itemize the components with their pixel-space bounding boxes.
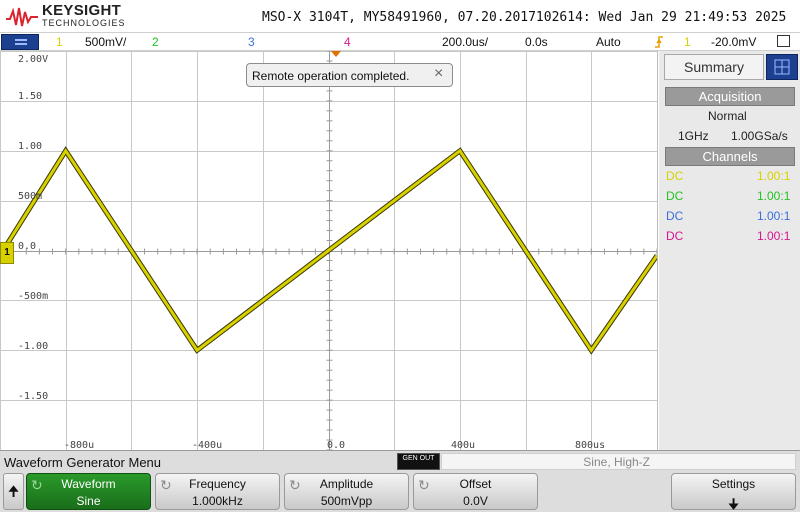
- trigger-level[interactable]: -20.0mV: [711, 35, 757, 49]
- channel-4-probe: 1.00:1: [757, 229, 791, 243]
- channel-3-number[interactable]: 3: [248, 35, 255, 49]
- down-arrow-icon: 🠋: [727, 496, 740, 512]
- rotate-knob-icon: ↻: [160, 477, 172, 493]
- device-info: MSO-X 3104T, MY58491960, 07.20.201710261…: [262, 10, 787, 25]
- channel-1-scale[interactable]: 500mV/: [85, 35, 127, 49]
- trigger-source[interactable]: 1: [684, 35, 691, 49]
- tab-summary[interactable]: Summary: [664, 54, 764, 80]
- title-bar: KEYSIGHT TECHNOLOGIES MSO-X 3104T, MY584…: [0, 0, 800, 32]
- x-tick-label: -800u: [64, 440, 95, 451]
- softkey-title: Waveform: [61, 477, 116, 491]
- softkey-value: 0.0V: [463, 494, 488, 508]
- channel-2-probe: 1.00:1: [757, 189, 791, 203]
- channel-3-probe: 1.00:1: [757, 209, 791, 223]
- rotate-knob-icon: ↻: [418, 477, 430, 493]
- y-tick-label: 0.0: [18, 241, 37, 252]
- rotate-knob-icon: ↻: [31, 477, 43, 493]
- y-tick-label: -1.00: [18, 341, 49, 352]
- window-toggle-icon[interactable]: [777, 35, 790, 47]
- x-tick-label: 400u: [451, 440, 476, 451]
- waveform-display[interactable]: [0, 50, 660, 451]
- horizontal-delay[interactable]: 0.0s: [525, 35, 548, 49]
- waveform-softkey[interactable]: ↻ Waveform Sine: [26, 473, 151, 510]
- y-tick-label: -1.50: [18, 391, 49, 402]
- x-tick-label: 800us: [575, 440, 606, 451]
- tab-other-icon[interactable]: [766, 54, 798, 80]
- settings-softkey[interactable]: Settings 🠋: [671, 473, 796, 512]
- channel-bar: 1 500mV/ 2 3 4 200.0us/ 0.0s Auto 1 -20.…: [0, 32, 800, 51]
- channel-1-coupling: DC: [666, 169, 684, 183]
- y-tick-label: 500m: [18, 191, 43, 202]
- main-menu-icon[interactable]: [1, 34, 39, 50]
- acquisition-header: Acquisition: [665, 87, 795, 106]
- channel-4-number[interactable]: 4: [344, 35, 351, 49]
- softkey-value: Sine: [76, 494, 101, 508]
- y-tick-label: 1.50: [18, 91, 43, 102]
- x-tick-label: -400u: [192, 440, 223, 451]
- keysight-logo-icon: [6, 7, 38, 27]
- gen-out-indicator: GEN OUT: [397, 453, 440, 470]
- brand-subtitle: TECHNOLOGIES: [42, 18, 126, 28]
- y-tick-label: -500m: [18, 291, 49, 302]
- trigger-edge-icon: [655, 36, 663, 48]
- softkey-value: 1.000kHz: [192, 494, 243, 508]
- frequency-softkey[interactable]: ↻ Frequency 1.000kHz: [155, 473, 280, 510]
- channel-3-coupling: DC: [666, 209, 684, 223]
- softkey-title: Frequency: [189, 477, 246, 491]
- rotate-knob-icon: ↻: [289, 477, 301, 493]
- channel-1-probe: 1.00:1: [757, 169, 791, 183]
- softkey-title: Amplitude: [319, 477, 374, 491]
- softkey-title: Offset: [459, 477, 492, 491]
- close-icon[interactable]: ×: [434, 65, 444, 82]
- menu-up-button[interactable]: 🠉: [3, 473, 24, 510]
- bandwidth: 1GHz: [678, 129, 709, 143]
- x-tick-label: 0.0: [327, 440, 346, 451]
- brand-name: KEYSIGHT: [42, 2, 122, 19]
- channel-1-number[interactable]: 1: [56, 35, 63, 49]
- channels-header: Channels: [665, 147, 795, 166]
- channel-1-ground-marker[interactable]: 1: [0, 242, 14, 264]
- trigger-mode[interactable]: Auto: [596, 35, 621, 49]
- generator-status: Sine, High-Z: [441, 453, 796, 470]
- menu-title: Waveform Generator Menu: [4, 455, 162, 470]
- channel-4-coupling: DC: [666, 229, 684, 243]
- notification-message: Remote operation completed.: [252, 69, 410, 83]
- waveform-graticule: [0, 50, 660, 451]
- grid-icon: [774, 59, 790, 75]
- notification-toast: Remote operation completed. ×: [246, 63, 453, 87]
- y-tick-label: 2.00V: [18, 54, 49, 65]
- acquisition-mode: Normal: [708, 109, 747, 123]
- up-arrow-icon: 🠉: [7, 483, 20, 499]
- channel-2-number[interactable]: 2: [152, 35, 159, 49]
- amplitude-softkey[interactable]: ↻ Amplitude 500mVpp: [284, 473, 409, 510]
- y-tick-label: 1.00: [18, 141, 43, 152]
- right-info-panel: [659, 51, 800, 450]
- trigger-position-marker: [331, 51, 341, 57]
- sample-rate: 1.00GSa/s: [731, 129, 788, 143]
- softkey-title: Settings: [711, 477, 756, 491]
- channel-2-coupling: DC: [666, 189, 684, 203]
- generator-status-text: Sine, High-Z: [583, 455, 650, 469]
- waveform-trace-channel-1: [0, 148, 659, 353]
- softkey-value: 500mVpp: [320, 494, 373, 508]
- offset-softkey[interactable]: ↻ Offset 0.0V: [413, 473, 538, 510]
- timebase-scale[interactable]: 200.0us/: [442, 35, 489, 49]
- gen-out-label: GEN OUT: [402, 455, 435, 462]
